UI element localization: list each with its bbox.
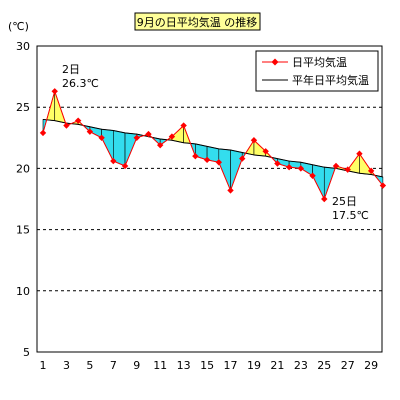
y-tick-label: 30 <box>16 40 30 53</box>
daily-temperature-marker <box>309 172 316 179</box>
daily-temperature-marker <box>110 157 117 165</box>
x-tick-label: 23 <box>294 359 308 372</box>
daily-temperature-marker <box>145 130 152 138</box>
daily-temperature-marker <box>51 88 58 95</box>
normal-temperature-line <box>42 118 383 178</box>
x-tick-label: 21 <box>270 359 284 372</box>
daily-temperature-marker <box>332 162 340 170</box>
x-tick-labels: 1 3 5 7 9 11 13 15 17 19 21 23 25 27 29 <box>40 359 379 372</box>
daily-temperature-marker <box>74 117 82 124</box>
y-tick-label: 25 <box>16 101 30 114</box>
daily-temperature-marker <box>262 148 269 155</box>
annotation-min-value: 17.5℃ <box>332 209 369 222</box>
daily-temperature-marker <box>321 195 328 203</box>
legend-daily-marker <box>271 58 279 66</box>
x-tick-label: 27 <box>341 359 355 372</box>
legend-daily-label: 日平均気温 <box>292 55 347 69</box>
legend: 日平均気温 平年日平均気温 <box>255 50 379 92</box>
fill-above-normal <box>253 139 266 157</box>
legend-normal-label: 平年日平均気温 <box>292 73 369 87</box>
daily-temperature-marker <box>157 141 164 149</box>
annotation-max-day: 2日 <box>62 63 80 76</box>
daily-temperature-marker <box>168 133 176 140</box>
daily-temperature-marker <box>215 159 222 166</box>
y-tick-label: 15 <box>16 224 30 237</box>
x-tick-label: 25 <box>317 359 331 372</box>
daily-temperature-marker <box>63 122 70 129</box>
y-tick-label: 5 <box>23 346 30 359</box>
chart-title-box <box>134 12 261 31</box>
x-tick-label: 11 <box>153 359 167 372</box>
daily-temperature-marker <box>192 152 199 160</box>
daily-temperature-marker <box>203 156 211 164</box>
y-axis-unit: (℃) <box>8 20 29 33</box>
legend-box <box>255 50 379 92</box>
x-tick-label: 7 <box>110 359 117 372</box>
x-tick-label: 29 <box>364 359 378 372</box>
x-tick-label: 17 <box>224 359 238 372</box>
normal-temperature-series <box>42 118 383 178</box>
daily-temperature-marker <box>98 134 105 141</box>
fill-below-normal <box>312 164 325 200</box>
annotation-min: 25日 17.5℃ <box>332 195 369 222</box>
y-tick-label: 10 <box>16 285 30 298</box>
x-tick-label: 13 <box>177 359 191 372</box>
daily-temperature-series <box>39 88 387 203</box>
daily-temperature-marker <box>367 167 375 175</box>
daily-temperature-marker <box>180 122 187 129</box>
daily-temperature-marker <box>274 160 281 167</box>
x-tick-label: 9 <box>133 359 140 372</box>
daily-temperature-marker <box>356 150 363 157</box>
grid-lines <box>37 106 382 292</box>
daily-temperature-marker <box>227 187 234 194</box>
daily-temperature-marker <box>133 134 140 141</box>
daily-temperature-marker <box>297 165 305 172</box>
plot-area <box>36 45 383 353</box>
chart-title: 9月の日平均気温 の推移 <box>134 12 261 31</box>
x-tick-label: 3 <box>63 359 70 372</box>
y-tick-labels: 5 10 15 20 25 30 <box>16 40 30 359</box>
annotation-max-value: 26.3℃ <box>62 77 99 90</box>
x-tick-label: 19 <box>247 359 261 372</box>
x-tick-label: 15 <box>200 359 214 372</box>
daily-temperature-marker <box>239 155 246 162</box>
fill-below-normal <box>101 128 114 162</box>
daily-temperature-marker <box>344 166 351 173</box>
y-tick-label: 20 <box>16 162 30 175</box>
x-tick-label: 5 <box>86 359 93 372</box>
x-tick-label: 1 <box>40 359 47 372</box>
daily-temperature-marker <box>86 128 94 135</box>
chart-title-text: 9月の日平均気温 の推移 <box>137 15 258 29</box>
daily-temperature-marker <box>379 182 387 189</box>
daily-temperature-marker <box>39 129 47 137</box>
annotation-min-day: 25日 <box>332 195 357 208</box>
daily-temperature-marker <box>121 162 129 170</box>
fill-below-normal <box>218 148 231 191</box>
daily-temperature-marker <box>285 163 293 171</box>
annotation-max: 2日 26.3℃ <box>62 63 99 90</box>
daily-temperature-marker <box>250 137 258 144</box>
